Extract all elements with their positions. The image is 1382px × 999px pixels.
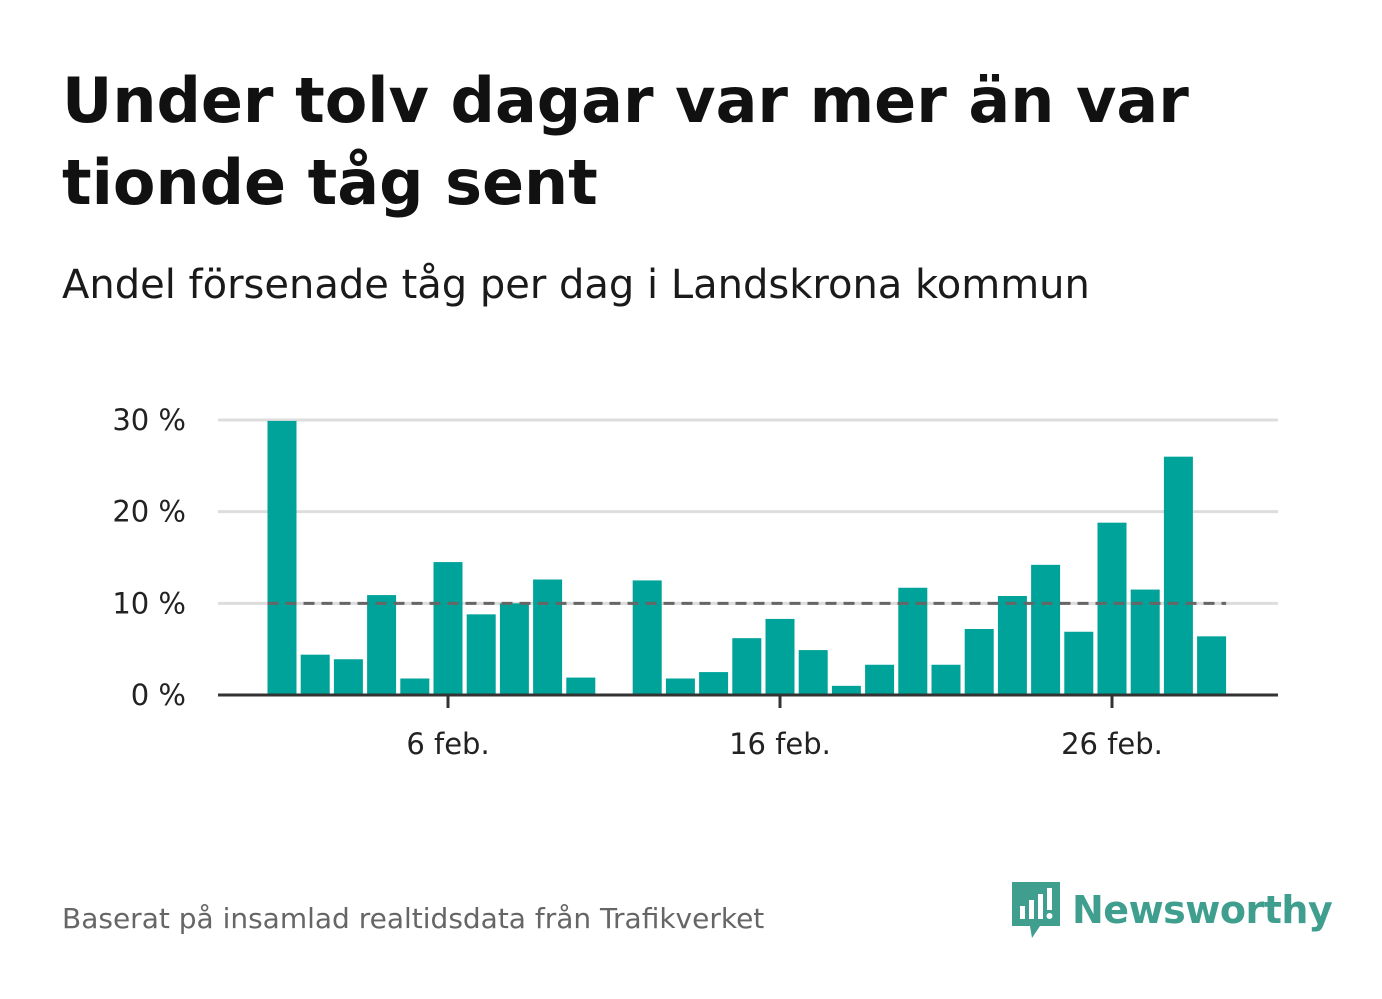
bar xyxy=(1197,636,1227,695)
bar xyxy=(466,614,496,695)
bar xyxy=(1163,456,1193,695)
bars xyxy=(267,420,1227,695)
tick-labels: 0 % 10 % 20 % 30 % 6 feb. 16 feb. 26 feb. xyxy=(112,403,1163,761)
bar xyxy=(865,664,895,695)
bar xyxy=(765,618,795,695)
x-tick-label: 16 feb. xyxy=(729,727,831,761)
bar xyxy=(831,685,861,695)
newsworthy-logo-icon xyxy=(1012,882,1060,938)
bar-chart: 0 % 10 % 20 % 30 % 6 feb. 16 feb. 26 feb. xyxy=(112,403,1278,761)
bar xyxy=(898,587,928,695)
bar xyxy=(300,654,330,695)
bar xyxy=(931,664,961,695)
x-axis xyxy=(218,693,1278,708)
bar xyxy=(798,650,828,695)
bar xyxy=(732,638,762,695)
logo-text: Newsworthy xyxy=(1072,888,1333,932)
bar xyxy=(997,596,1027,695)
y-tick-label: 0 % xyxy=(131,678,186,712)
bar xyxy=(499,603,529,695)
chart-subtitle: Andel försenade tåg per dag i Landskrona… xyxy=(62,262,1090,308)
y-tick-label: 20 % xyxy=(112,495,186,529)
bar xyxy=(267,420,297,695)
chart-title: Under tolv dagar var mer än var tionde t… xyxy=(62,64,1189,219)
bar xyxy=(433,562,463,695)
bar xyxy=(1064,631,1094,695)
bar xyxy=(632,580,662,695)
source-note: Baserat på insamlad realtidsdata från Tr… xyxy=(62,902,765,935)
bar xyxy=(333,659,363,695)
x-tick-label: 26 feb. xyxy=(1061,727,1163,761)
x-tick-label: 6 feb. xyxy=(406,727,489,761)
bar xyxy=(1130,589,1160,695)
bar xyxy=(699,672,729,695)
y-tick-label: 30 % xyxy=(112,403,186,437)
bar xyxy=(1031,564,1061,695)
y-tick-label: 10 % xyxy=(112,586,186,620)
bar xyxy=(964,629,994,695)
bar xyxy=(533,579,563,695)
bar xyxy=(665,678,695,695)
bar xyxy=(367,595,397,695)
newsworthy-logo: Newsworthy xyxy=(1010,880,1333,940)
bar xyxy=(1097,522,1127,695)
bar xyxy=(400,678,430,695)
bar xyxy=(566,677,596,695)
